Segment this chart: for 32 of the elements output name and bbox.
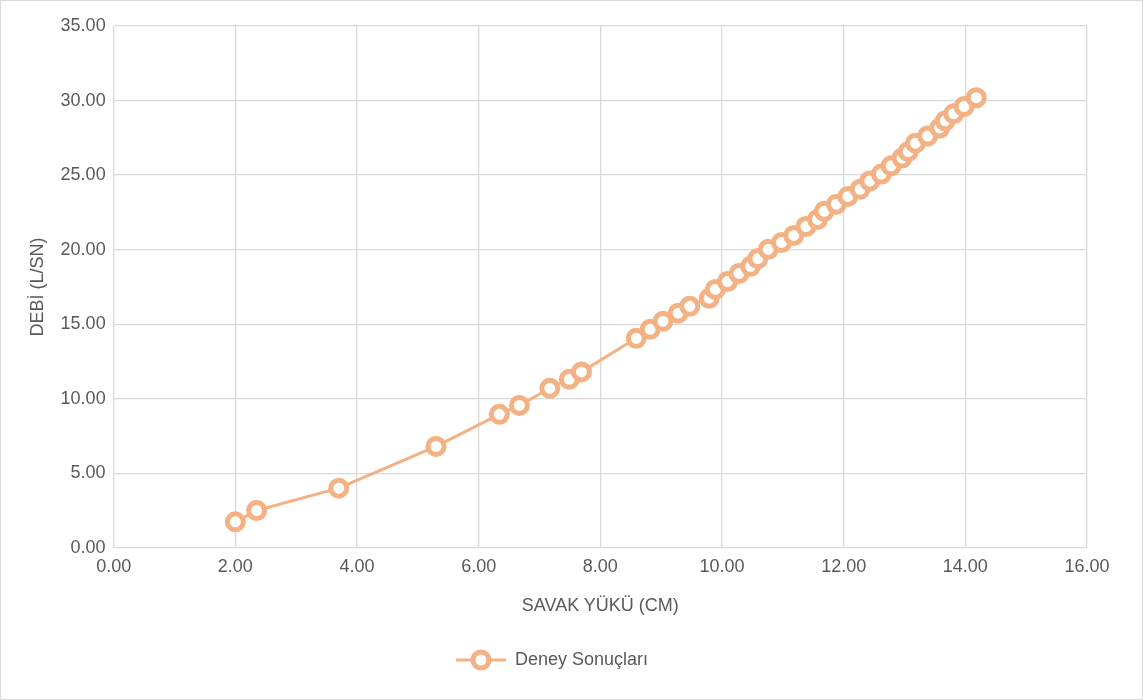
point bbox=[425, 435, 447, 457]
x-tick-label: 2.00 bbox=[217, 555, 253, 576]
point bbox=[488, 403, 510, 425]
point bbox=[508, 394, 530, 416]
x-tick-label: 16.00 bbox=[1064, 555, 1110, 576]
point bbox=[570, 361, 592, 383]
point bbox=[965, 87, 987, 109]
x-tick-label: 10.00 bbox=[699, 555, 745, 576]
x-tick-label: 8.00 bbox=[582, 555, 618, 576]
x-tick-label: 12.00 bbox=[821, 555, 867, 576]
x-tick-label: 6.00 bbox=[461, 555, 497, 576]
point bbox=[652, 310, 674, 332]
point bbox=[246, 500, 268, 522]
y-tick-label: 5.00 bbox=[70, 462, 106, 483]
y-tick-label: 15.00 bbox=[60, 313, 106, 334]
x-tick-label: 14.00 bbox=[942, 555, 988, 576]
point bbox=[679, 295, 701, 317]
x-axis-title: SAVAK YÜKÜ (CM) bbox=[521, 595, 679, 616]
y-tick-label: 0.00 bbox=[70, 536, 106, 557]
legend-label: Deney Sonuçları bbox=[514, 648, 649, 669]
point bbox=[328, 477, 350, 499]
y-tick-label: 35.00 bbox=[60, 14, 106, 35]
y-tick-label: 10.00 bbox=[60, 387, 106, 408]
point bbox=[539, 377, 561, 399]
x-tick-label: 4.00 bbox=[339, 555, 375, 576]
point bbox=[625, 327, 647, 349]
y-axis-title: DEBİ (L/SN) bbox=[26, 237, 47, 337]
y-tick-label: 20.00 bbox=[60, 238, 106, 259]
y-tick-label: 25.00 bbox=[60, 164, 106, 185]
y-tick-label: 30.00 bbox=[60, 89, 106, 110]
x-tick-label: 0.00 bbox=[96, 555, 132, 576]
point bbox=[224, 511, 246, 533]
